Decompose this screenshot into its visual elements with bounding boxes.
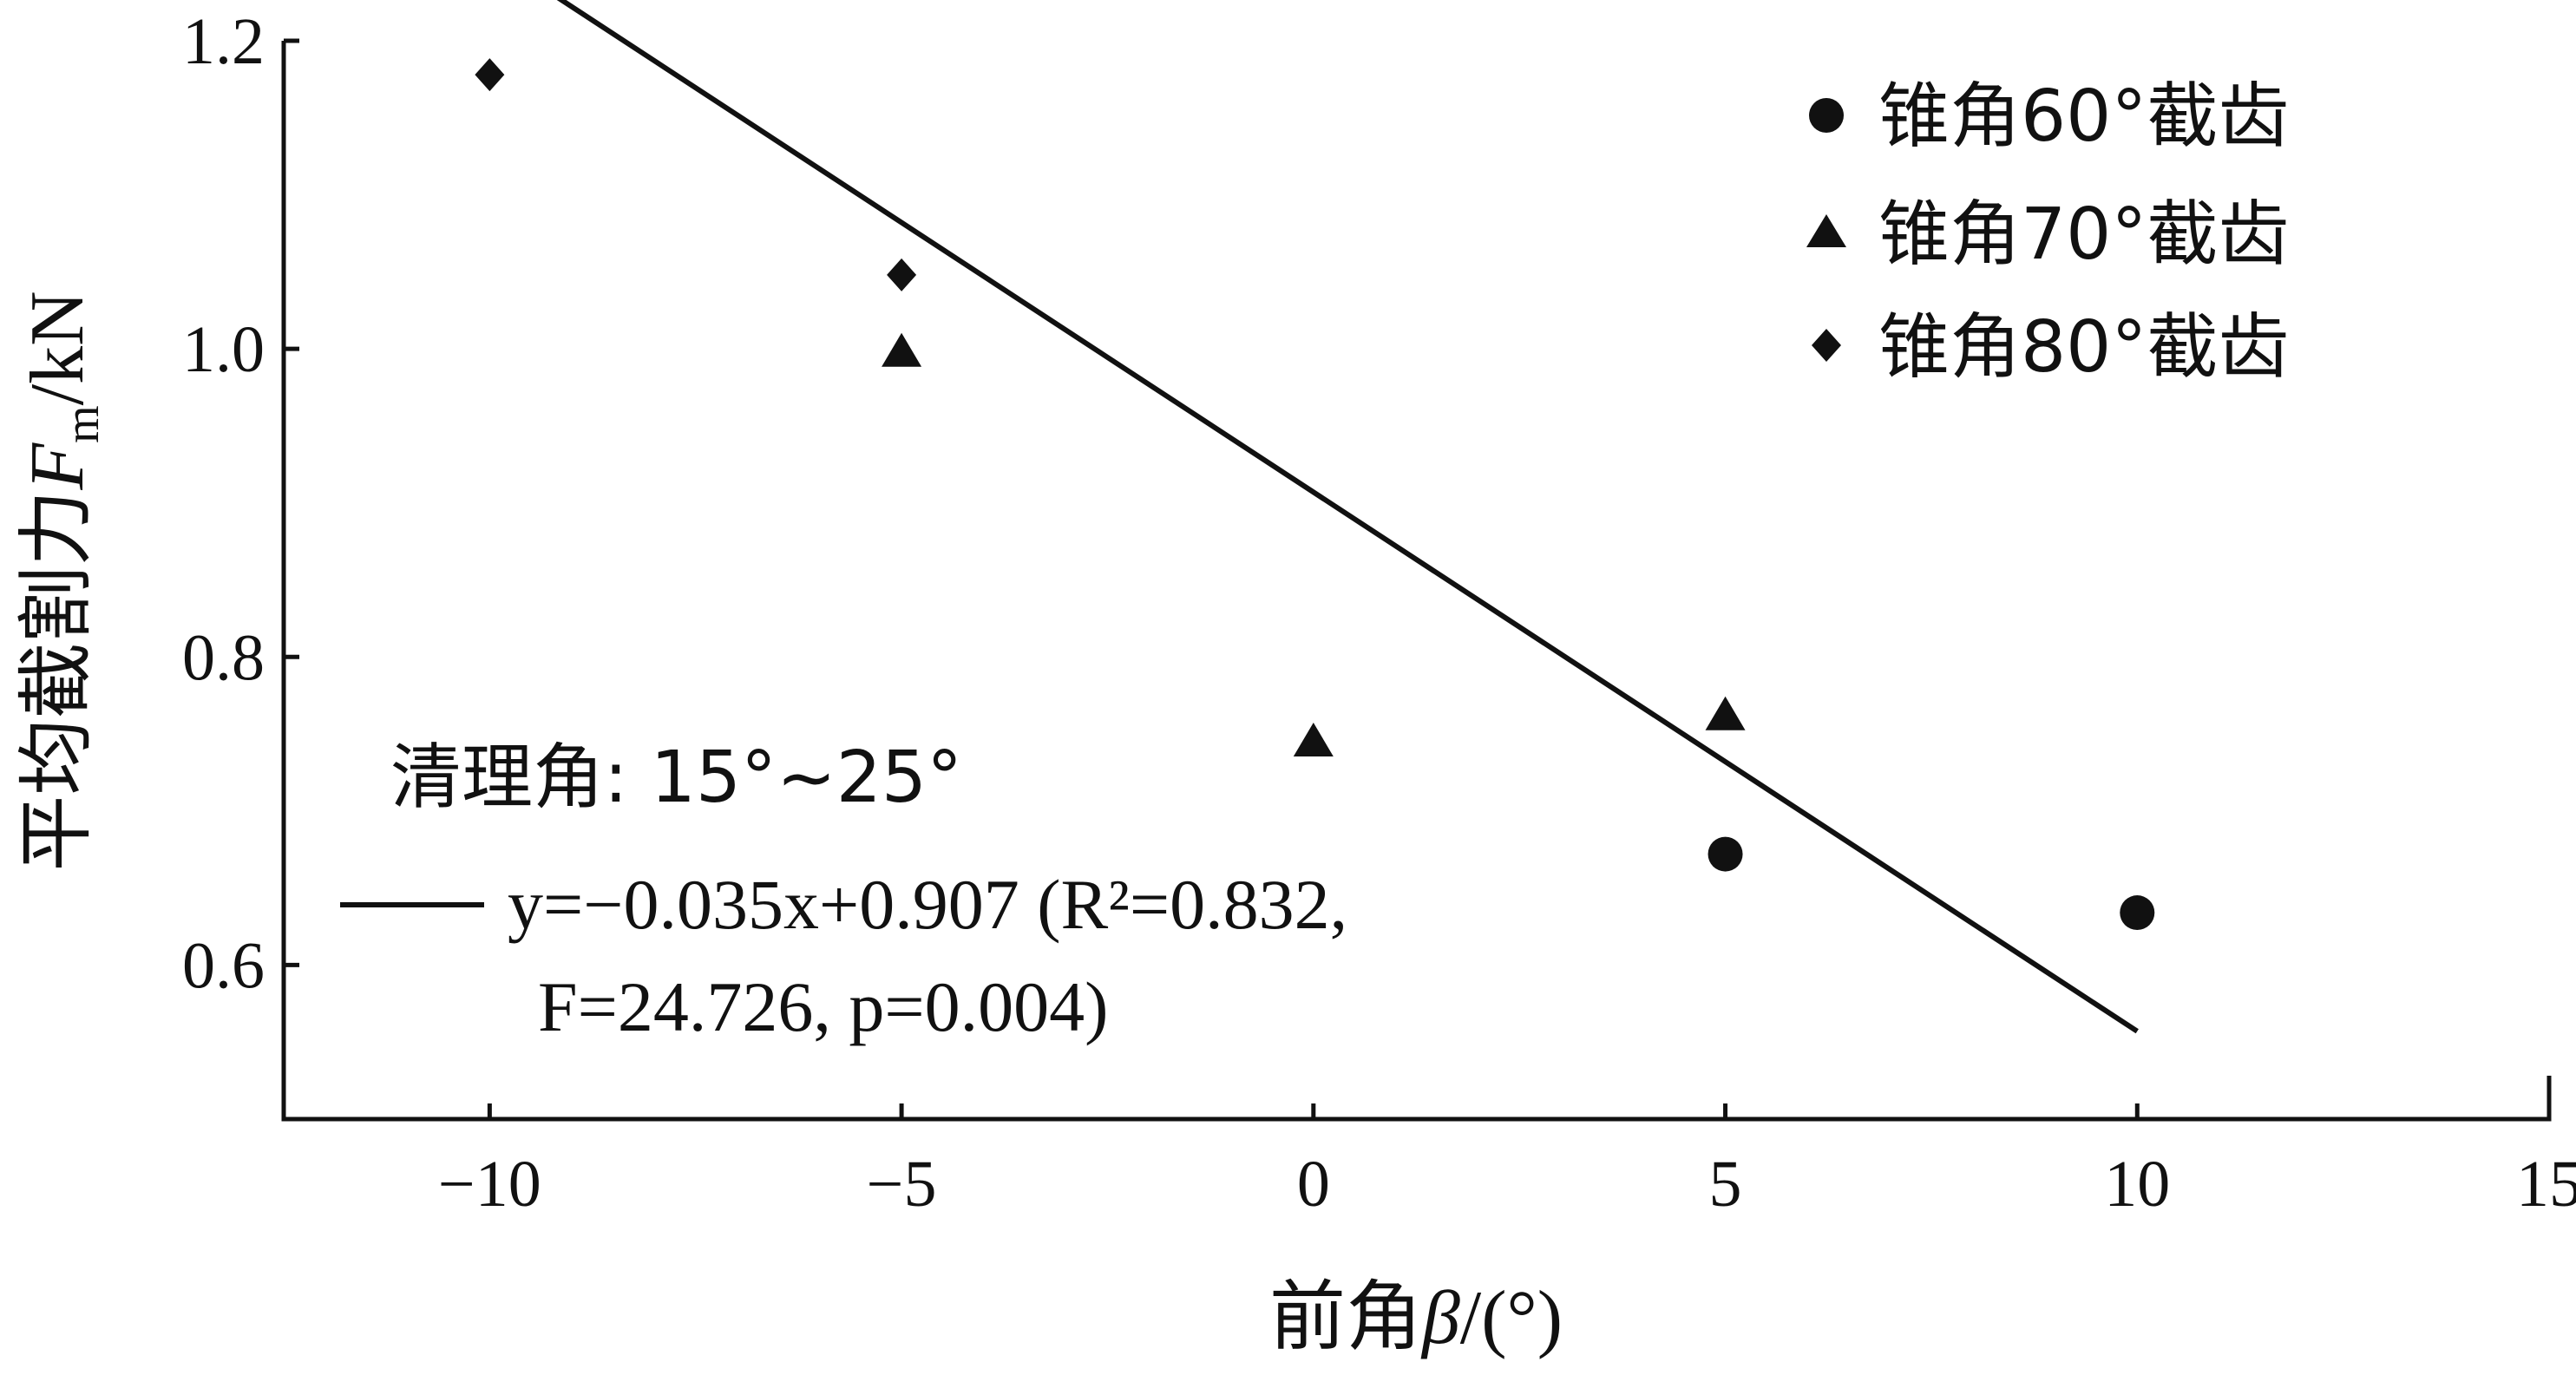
data-point-circle — [2120, 895, 2155, 931]
y-axis-label-prefix: 平均截割力 — [11, 490, 101, 872]
data-points — [475, 58, 2155, 931]
legend-marker-circle — [1809, 98, 1844, 133]
x-tick-label: −5 — [867, 1148, 937, 1221]
data-point-triangle — [1293, 722, 1334, 756]
y-axis-ticks: 0.6 0.8 1.0 1.2 — [182, 5, 299, 1002]
data-point-circle — [1708, 836, 1743, 872]
x-tick-label: 10 — [2104, 1148, 2170, 1221]
data-point-triangle — [1705, 696, 1746, 730]
y-axis-label-sub: m — [56, 405, 109, 443]
x-axis-label-var: β — [1420, 1276, 1460, 1360]
x-axis-label-prefix: 前角 — [1269, 1272, 1422, 1361]
y-tick-label: 1.2 — [182, 5, 265, 78]
x-tick-label: 5 — [1709, 1148, 1742, 1221]
x-tick-label: 0 — [1297, 1148, 1330, 1221]
x-axis-label: 前角β/(°) — [1269, 1272, 1563, 1361]
legend-label-80: 锥角80°截齿 — [1878, 306, 2289, 389]
legend-label-60: 锥角60°截齿 — [1878, 75, 2289, 158]
data-point-diamond — [887, 258, 917, 291]
data-point-diamond — [475, 58, 505, 92]
y-axis-label-var: F — [16, 442, 100, 491]
y-axis-label: 平均截割力Fm/kN — [11, 291, 109, 871]
data-point-triangle — [882, 332, 922, 367]
regression-annotation: 清理角: 15°~25° y=−0.035x+0.907 (R²=0.832, … — [340, 737, 1347, 1046]
legend-label-70: 锥角70°截齿 — [1878, 193, 2289, 276]
y-tick-label: 0.6 — [182, 929, 265, 1002]
fit-line-layer — [556, 0, 2139, 1034]
legend-marker-triangle — [1806, 214, 1846, 247]
x-axis-ticks: −10 −5 0 5 10 15 — [438, 1103, 2576, 1221]
y-axis-label-unit: /kN — [16, 291, 100, 405]
clearance-angle-note: 清理角: 15°~25° — [390, 737, 962, 819]
regression-line — [556, 0, 2139, 1034]
x-axis-label-unit: /(°) — [1460, 1276, 1563, 1360]
legend: 锥角60°截齿 锥角70°截齿 锥角80°截齿 — [1806, 75, 2289, 389]
regression-equation-line2: F=24.726, p=0.004) — [538, 967, 1108, 1046]
legend-marker-diamond — [1812, 329, 1841, 362]
regression-equation-line1: y=−0.035x+0.907 (R²=0.832, — [508, 865, 1347, 944]
y-tick-label: 0.8 — [182, 621, 265, 694]
axes-frame — [281, 41, 2552, 1122]
x-tick-label: 15 — [2516, 1148, 2576, 1221]
y-tick-label: 1.0 — [182, 313, 265, 386]
x-tick-label: −10 — [438, 1148, 541, 1221]
